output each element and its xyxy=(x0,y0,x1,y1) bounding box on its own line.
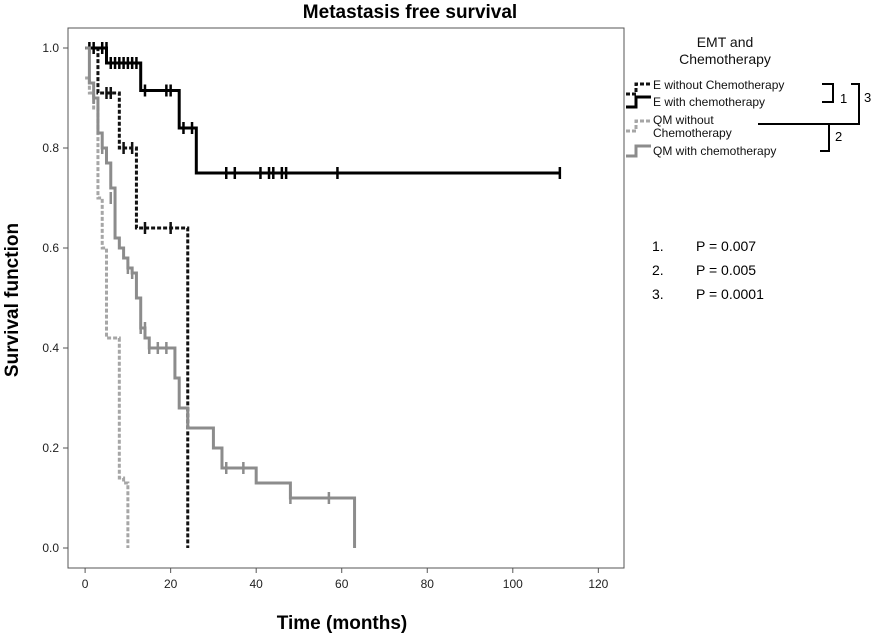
legend-label-e-with-chemotherapy: E with chemotherapy xyxy=(653,95,765,109)
x-tick-label: 0 xyxy=(82,577,89,591)
x-tick-label: 60 xyxy=(335,577,349,591)
curve-e-with-chemotherapy xyxy=(85,46,560,175)
bracket-3-label: 3 xyxy=(864,90,871,105)
y-tick-label: 0.0 xyxy=(42,541,59,555)
legend-swatch-e-with-chemotherapy xyxy=(626,95,651,109)
comparison-brackets xyxy=(758,83,860,152)
x-tick-label: 20 xyxy=(164,577,178,591)
x-axis: 0 20 40 60 80 100 120 xyxy=(82,568,609,591)
legend-title-line-1: EMT and xyxy=(697,34,754,50)
chart-title: Metastasis free survival xyxy=(303,2,517,23)
p-value-2: 2. P = 0.005 xyxy=(652,262,757,278)
y-tick-label: 1.0 xyxy=(42,41,59,55)
legend-title-line-2: Chemotherapy xyxy=(679,51,771,67)
legend-label-qm-without-chemotherapy: Chemotherapy xyxy=(653,126,732,140)
y-tick-label: 0.2 xyxy=(42,441,59,455)
bracket-1 xyxy=(822,83,834,103)
plot-frame xyxy=(67,27,625,569)
x-tick-label: 40 xyxy=(250,577,264,591)
y-tick-label: 0.4 xyxy=(42,341,59,355)
y-tick-label: 0.8 xyxy=(42,141,59,155)
p-value-3: 3. P = 0.0001 xyxy=(652,286,764,302)
x-tick-label: 120 xyxy=(588,577,608,591)
x-tick-label: 100 xyxy=(503,577,523,591)
curve-qm-without-chemotherapy xyxy=(85,76,130,548)
bracket-3 xyxy=(830,83,860,125)
legend-label-e-without-chemotherapy: E without Chemotherapy xyxy=(653,78,784,92)
legend: E without Chemotherapy E with chemotherap… xyxy=(626,78,784,158)
x-axis-label: Time (months) xyxy=(277,613,408,634)
p-value-1: 1. P = 0.007 xyxy=(652,238,757,254)
legend-swatch-qm-with-chemotherapy xyxy=(626,144,651,158)
legend-swatch-e-without-chemotherapy xyxy=(626,82,651,96)
x-tick-label: 80 xyxy=(421,577,435,591)
y-axis: 0.0 0.2 0.4 0.6 0.8 1.0 xyxy=(42,41,68,555)
legend-swatch-qm-without-chemotherapy xyxy=(626,119,651,133)
bracket-2-label: 2 xyxy=(835,129,842,144)
y-tick-label: 0.6 xyxy=(42,241,59,255)
legend-label-qm-without-chemotherapy: QM without xyxy=(653,113,714,127)
bracket-1-label: 1 xyxy=(840,91,847,106)
legend-label-qm-with-chemotherapy: QM with chemotherapy xyxy=(653,144,776,158)
y-axis-label: Survival function xyxy=(2,223,23,377)
survival-curves xyxy=(85,42,562,548)
bracket-2 xyxy=(758,123,830,152)
